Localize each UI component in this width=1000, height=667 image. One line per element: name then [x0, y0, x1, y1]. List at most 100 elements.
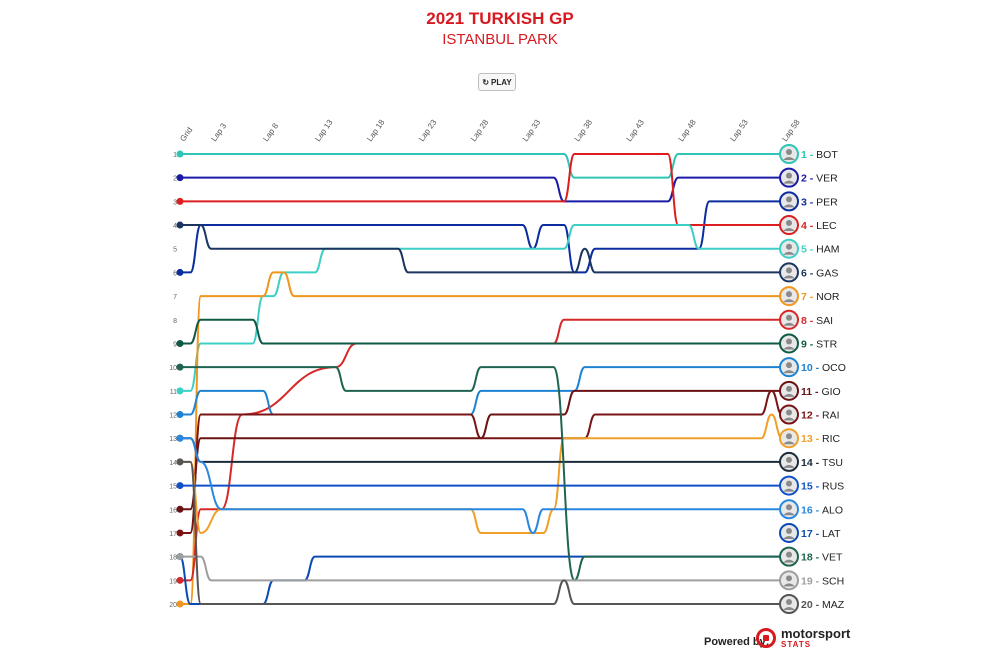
driver-label-gas: 6 - GAS	[779, 262, 838, 283]
driver-label-text: 6 - GAS	[801, 267, 838, 279]
play-button-label: PLAY	[491, 77, 512, 87]
y-tick-label: 3	[173, 199, 177, 206]
grid-start-dot	[176, 576, 184, 584]
x-tick-label: Lap 28	[469, 117, 491, 143]
avatar-head-icon	[786, 172, 792, 179]
avatar-head-icon	[786, 551, 792, 558]
series-line-alo	[180, 437, 782, 534]
x-tick-label: Lap 13	[313, 117, 335, 143]
avatar-head-icon	[786, 456, 792, 463]
x-tick-label: Grid	[178, 126, 194, 144]
y-tick-label: 9	[173, 341, 177, 348]
grid-start-dot	[176, 150, 184, 158]
avatar-head-icon	[786, 409, 792, 416]
avatar-body-icon	[783, 488, 795, 492]
driver-label-text: 11 - GIO	[801, 386, 841, 398]
avatar-body-icon	[783, 512, 795, 516]
series-line-ric	[180, 413, 783, 534]
y-tick-label: 2	[173, 176, 177, 183]
driver-label-ric: 13 - RIC	[779, 428, 841, 449]
driver-label-oco: 10 - OCO	[779, 357, 846, 378]
driver-label-text: 2 - VER	[801, 173, 838, 185]
series-line-ver	[180, 176, 782, 203]
y-tick-label: 11	[170, 389, 177, 396]
y-tick-label: 5	[173, 247, 177, 254]
avatar-body-icon	[783, 228, 795, 232]
driver-label-nor: 7 - NOR	[779, 286, 840, 307]
driver-label-text: 18 - VET	[801, 552, 843, 564]
avatar-body-icon	[783, 251, 795, 255]
y-tick-label: 12	[169, 413, 177, 420]
grid-start-dot	[176, 505, 184, 513]
driver-label-text: 3 - PER	[801, 196, 838, 208]
avatar-head-icon	[786, 196, 792, 203]
grid-start-dot	[176, 197, 184, 205]
series-line-rai	[180, 389, 783, 534]
series-line-tsu	[180, 437, 782, 463]
brand-name: motorsport	[781, 626, 851, 641]
avatar-head-icon	[786, 267, 792, 274]
driver-label-str: 9 - STR	[779, 333, 838, 354]
footer-branding: Powered by: motorsport STATS	[700, 625, 850, 661]
avatar-body-icon	[783, 417, 795, 421]
driver-label-text: 12 - RAI	[801, 410, 840, 422]
y-tick-label: 13	[169, 436, 177, 443]
avatar-head-icon	[786, 504, 792, 511]
grid-start-dot	[176, 268, 184, 276]
avatar-body-icon	[783, 299, 795, 303]
avatar-body-icon	[783, 535, 795, 539]
avatar-head-icon	[786, 243, 792, 250]
driver-label-gio: 11 - GIO	[779, 380, 841, 401]
driver-label-text: 7 - NOR	[801, 291, 840, 303]
avatar-body-icon	[783, 180, 795, 184]
avatar-body-icon	[783, 275, 795, 279]
grid-start-dot	[176, 553, 184, 561]
y-tick-label: 16	[169, 507, 177, 514]
series-line-lat	[179, 555, 782, 605]
y-tick-label: 6	[173, 270, 177, 277]
x-tick-label: Lap 18	[365, 117, 387, 143]
driver-label-rai: 12 - RAI	[779, 404, 840, 425]
avatar-head-icon	[786, 362, 792, 369]
series-line-bot	[180, 153, 782, 179]
driver-label-per: 3 - PER	[779, 191, 838, 212]
driver-label-text: 15 - RUS	[801, 481, 844, 493]
driver-label-text: 5 - HAM	[801, 244, 840, 256]
y-tick-label: 19	[169, 578, 177, 585]
grid-start-dot	[176, 363, 184, 371]
avatar-body-icon	[783, 559, 795, 563]
grid-start-dot	[176, 434, 184, 442]
y-tick-label: 7	[173, 294, 177, 301]
driver-label-sch: 19 - SCH	[779, 570, 844, 591]
y-tick-label: 18	[169, 555, 177, 562]
x-tick-label: Lap 58	[780, 117, 802, 143]
avatar-body-icon	[783, 393, 795, 397]
driver-label-text: 8 - SAI	[801, 315, 833, 327]
avatar-head-icon	[786, 575, 792, 582]
replay-icon: ↻	[482, 77, 490, 87]
driver-label-bot: 1 - BOT	[779, 144, 838, 164]
driver-label-text: 16 - ALO	[801, 504, 843, 516]
avatar-body-icon	[783, 370, 795, 374]
series-line-gas	[180, 224, 782, 274]
driver-label-text: 9 - STR	[801, 338, 838, 350]
series-lines	[176, 150, 783, 608]
series-line-maz	[180, 460, 782, 605]
motorsport-logo-icon	[756, 628, 776, 648]
play-button[interactable]: ↻ PLAY	[478, 73, 516, 91]
driver-label-maz: 20 - MAZ	[779, 594, 845, 614]
title-block: 2021 TURKISH GP ISTANBUL PARK	[0, 8, 1000, 50]
driver-label-ham: 5 - HAM	[779, 238, 840, 259]
y-tick-label: 10	[169, 365, 177, 372]
avatar-head-icon	[786, 433, 792, 440]
grid-start-dot	[176, 529, 184, 537]
avatar-body-icon	[783, 157, 795, 160]
driver-label-rus: 15 - RUS	[779, 475, 844, 496]
chart-title: 2021 TURKISH GP	[426, 9, 574, 28]
grid-start-dot	[176, 600, 184, 608]
series-line-str	[180, 318, 782, 345]
driver-label-vet: 18 - VET	[779, 546, 843, 567]
series-line-lec	[180, 153, 782, 227]
